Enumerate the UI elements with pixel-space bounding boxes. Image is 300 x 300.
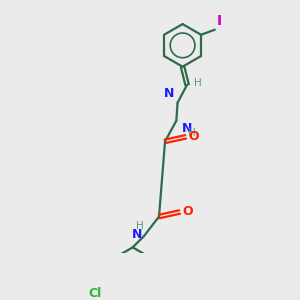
Text: I: I <box>217 14 222 28</box>
Text: O: O <box>182 205 193 218</box>
Text: H: H <box>194 79 202 88</box>
Text: N: N <box>164 87 175 100</box>
Text: N: N <box>182 122 192 135</box>
Text: N: N <box>132 228 142 241</box>
Text: H: H <box>188 128 195 138</box>
Text: Cl: Cl <box>88 287 102 300</box>
Text: H: H <box>136 220 143 231</box>
Text: O: O <box>188 130 199 142</box>
